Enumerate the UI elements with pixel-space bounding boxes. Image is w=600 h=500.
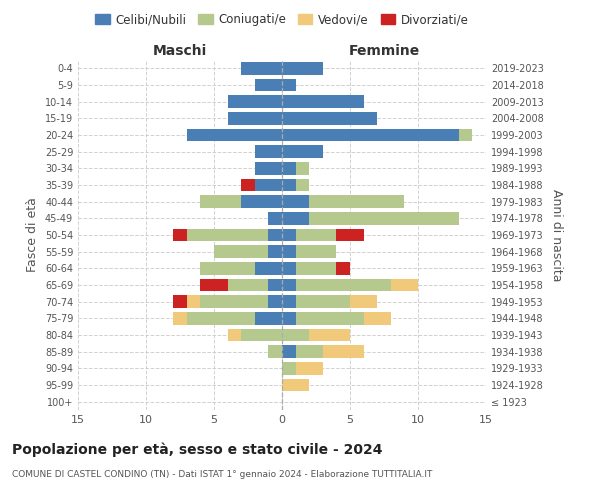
Bar — [282, 329, 309, 341]
Bar — [296, 229, 337, 241]
Bar — [282, 112, 377, 124]
Bar — [337, 229, 364, 241]
Bar — [214, 246, 268, 258]
Bar — [241, 329, 282, 341]
Bar — [309, 212, 459, 224]
Bar — [268, 279, 282, 291]
Bar — [282, 96, 364, 108]
Bar — [296, 162, 309, 174]
Bar — [187, 129, 282, 141]
Bar — [187, 296, 200, 308]
Bar — [268, 212, 282, 224]
Bar — [255, 262, 282, 274]
Bar — [282, 379, 309, 391]
Bar — [296, 346, 323, 358]
Bar — [282, 62, 323, 74]
Bar — [282, 296, 296, 308]
Bar — [200, 296, 268, 308]
Bar — [282, 346, 296, 358]
Bar — [268, 296, 282, 308]
Bar — [309, 196, 404, 208]
Bar — [282, 212, 309, 224]
Bar — [296, 312, 364, 324]
Bar — [282, 362, 296, 374]
Bar — [241, 62, 282, 74]
Text: Popolazione per età, sesso e stato civile - 2024: Popolazione per età, sesso e stato civil… — [12, 442, 383, 457]
Bar — [268, 346, 282, 358]
Bar — [227, 96, 282, 108]
Bar — [364, 312, 391, 324]
Bar — [255, 79, 282, 92]
Bar — [268, 246, 282, 258]
Bar — [296, 179, 309, 192]
Legend: Celibi/Nubili, Coniugati/e, Vedovi/e, Divorziati/e: Celibi/Nubili, Coniugati/e, Vedovi/e, Di… — [91, 8, 473, 31]
Bar — [227, 112, 282, 124]
Bar — [282, 312, 296, 324]
Text: Femmine: Femmine — [349, 44, 419, 59]
Bar — [255, 179, 282, 192]
Bar — [296, 362, 323, 374]
Bar — [241, 196, 282, 208]
Bar — [227, 329, 241, 341]
Bar — [459, 129, 472, 141]
Bar — [296, 262, 337, 274]
Text: Maschi: Maschi — [153, 44, 207, 59]
Text: COMUNE DI CASTEL CONDINO (TN) - Dati ISTAT 1° gennaio 2024 - Elaborazione TUTTIT: COMUNE DI CASTEL CONDINO (TN) - Dati IST… — [12, 470, 433, 479]
Bar — [282, 162, 296, 174]
Bar — [268, 229, 282, 241]
Bar — [282, 146, 323, 158]
Bar — [350, 296, 377, 308]
Bar — [391, 279, 418, 291]
Bar — [282, 179, 296, 192]
Y-axis label: Fasce di età: Fasce di età — [26, 198, 39, 272]
Bar — [282, 262, 296, 274]
Bar — [282, 79, 296, 92]
Bar — [296, 246, 337, 258]
Bar — [200, 196, 241, 208]
Bar — [187, 312, 255, 324]
Bar — [173, 296, 187, 308]
Bar — [296, 296, 350, 308]
Bar — [282, 129, 459, 141]
Bar — [255, 162, 282, 174]
Bar — [200, 262, 255, 274]
Bar — [323, 346, 364, 358]
Bar — [173, 229, 187, 241]
Bar — [241, 179, 255, 192]
Bar — [227, 279, 268, 291]
Bar — [200, 279, 227, 291]
Bar — [187, 229, 268, 241]
Bar — [309, 329, 350, 341]
Bar — [282, 229, 296, 241]
Bar — [173, 312, 187, 324]
Bar — [282, 246, 296, 258]
Bar — [337, 262, 350, 274]
Bar — [296, 279, 391, 291]
Y-axis label: Anni di nascita: Anni di nascita — [550, 188, 563, 281]
Bar — [255, 312, 282, 324]
Bar — [282, 196, 309, 208]
Bar — [282, 279, 296, 291]
Bar — [255, 146, 282, 158]
